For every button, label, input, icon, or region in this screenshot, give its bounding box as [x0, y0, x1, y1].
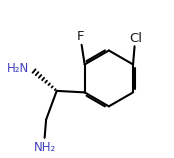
Text: NH₂: NH₂ [34, 141, 57, 155]
Text: F: F [76, 30, 84, 43]
Text: Cl: Cl [130, 31, 143, 45]
Text: H₂N: H₂N [6, 62, 29, 76]
